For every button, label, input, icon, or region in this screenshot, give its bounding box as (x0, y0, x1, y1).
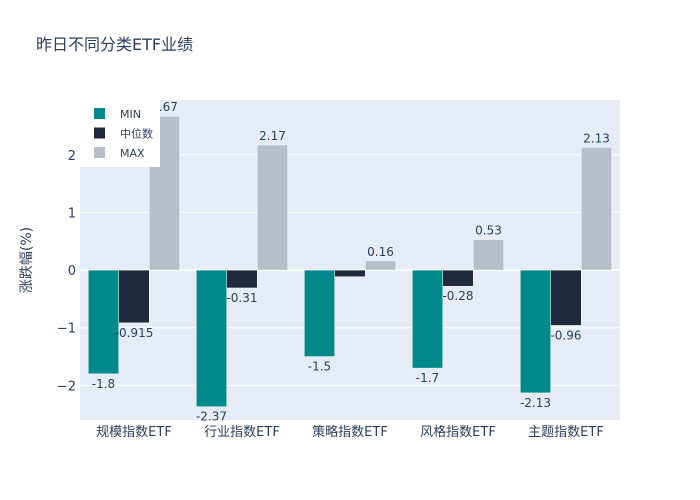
value-label: -2.37 (196, 410, 227, 424)
y-tick-label: 2 (68, 149, 76, 164)
y-axis-ticks: −2 −1 0 1 2 (57, 149, 76, 395)
legend-swatch (94, 127, 105, 139)
bar-MIN-1[interactable] (196, 269, 227, 407)
legend-swatch (94, 108, 105, 119)
value-label: -0.96 (550, 328, 581, 342)
value-label: -1.8 (92, 377, 115, 391)
bar-MAX-1[interactable] (257, 144, 288, 271)
value-labels: -1.8 -2.37 -1.5 -1.7 -2.13 -0.915 -0.31 -0.28 -0… (92, 100, 610, 424)
y-tick-label: 1 (68, 206, 76, 221)
bar-MIN-4[interactable] (520, 269, 551, 394)
y-tick-label: −1 (57, 322, 76, 337)
y-tick-label: 0 (68, 264, 76, 279)
value-label: -2.13 (520, 396, 551, 410)
value-label: 0.53 (475, 224, 502, 238)
value-label: -1.5 (308, 360, 331, 374)
chart-title: 昨日不同分类ETF业绩 (36, 35, 193, 54)
y-tick-label: −2 (57, 379, 76, 394)
value-label: -0.915 (115, 326, 154, 340)
x-tick-label: 风格指数ETF (420, 424, 496, 440)
value-label: -0.31 (226, 291, 257, 305)
value-label: 2.17 (259, 129, 286, 143)
legend-label: 中位数 (120, 127, 153, 141)
x-tick-label: 规模指数ETF (96, 425, 172, 440)
legend-label: MAX (120, 147, 145, 160)
x-tick-label: 策略指数ETF (312, 424, 388, 440)
value-label: -1.7 (416, 371, 439, 385)
bar-中位数-2[interactable] (334, 269, 366, 277)
legend-background (80, 100, 160, 167)
legend-label: MIN (120, 108, 141, 121)
bar-MAX-4[interactable] (581, 147, 612, 271)
bars (88, 115, 612, 407)
bar-中位数-3[interactable] (442, 269, 474, 287)
bar-MIN-0[interactable] (88, 269, 119, 375)
bar-中位数-0[interactable] (118, 269, 150, 324)
bar-MAX-2[interactable] (365, 260, 396, 271)
bar-MIN-2[interactable] (304, 269, 335, 357)
x-axis-ticks: 规模指数ETF 行业指数ETF 策略指数ETF 风格指数ETF 主题指数ETF (96, 424, 604, 440)
legend-swatch (94, 147, 105, 158)
value-label: 0.16 (367, 245, 394, 259)
x-tick-label: 行业指数ETF (204, 425, 280, 440)
bar-MAX-3[interactable] (473, 239, 504, 271)
bar-MIN-3[interactable] (412, 269, 443, 369)
x-tick-label: 主题指数ETF (528, 425, 604, 440)
bar-中位数-4[interactable] (550, 269, 582, 326)
bar-中位数-1[interactable] (226, 269, 258, 289)
y-axis-label: 涨跌幅(%) (19, 227, 35, 293)
value-label: 2.13 (583, 131, 610, 145)
value-label: -0.28 (442, 289, 473, 303)
legend[interactable]: MIN 中位数 MAX (80, 100, 160, 167)
